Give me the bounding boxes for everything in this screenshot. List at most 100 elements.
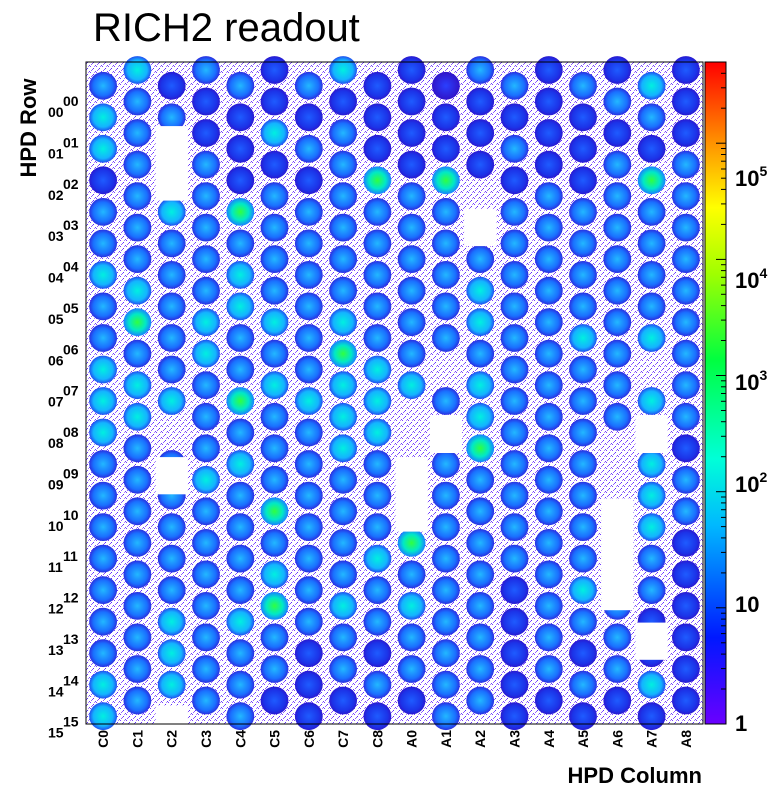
hpd-C7-10	[329, 371, 357, 400]
hpd-A4-7	[534, 276, 563, 305]
hpd-A4-9	[534, 339, 563, 368]
hpd-C0-9	[89, 355, 117, 384]
hpd-C5-9	[260, 339, 289, 368]
hpd-C4-16	[226, 576, 255, 604]
missing-hpd-A6-6	[601, 498, 634, 611]
hpd-C1-4	[123, 182, 152, 211]
hpd-C1-6	[123, 245, 152, 273]
hpd-C0-3	[89, 166, 117, 195]
hpd-A5-3	[569, 166, 597, 195]
missing-hpd-A1-4	[429, 415, 463, 453]
hpd-A6-1	[603, 87, 632, 116]
hpd-C6-14	[294, 513, 323, 541]
z-tick-1e4: 104	[735, 265, 767, 293]
hpd-A8-5	[672, 213, 700, 242]
hpd-C4-8	[226, 324, 255, 352]
y-tick-06-a: 06	[63, 341, 79, 357]
hpd-A3-12	[500, 450, 529, 478]
hpd-A7-10	[637, 387, 666, 415]
y-tick-13-b: 13	[48, 642, 64, 658]
hpd-A1-15	[432, 544, 460, 573]
hpd-A8-14	[672, 497, 700, 526]
hpd-C0-0	[89, 71, 117, 100]
hpd-A4-12	[534, 434, 563, 463]
hpd-C6-5	[294, 229, 323, 258]
y-tick-03-a: 03	[63, 217, 79, 233]
hpd-C8-1	[363, 103, 392, 132]
hpd-A3-10	[500, 387, 529, 415]
x-axis-title: HPD Column	[568, 763, 702, 788]
hpd-A2-13	[466, 465, 495, 494]
hpd-A3-7	[500, 292, 529, 321]
hpd-C0-18	[89, 639, 117, 668]
x-tick-C7: C7	[335, 730, 351, 748]
hpd-C1-15	[123, 529, 152, 557]
hpd-C8-18	[363, 639, 392, 668]
hpd-C3-4	[192, 182, 220, 211]
y-tick-12-b: 12	[48, 601, 64, 617]
hpd-A4-10	[534, 371, 563, 400]
hpd-A4-17	[534, 592, 563, 620]
hpd-A8-20	[672, 686, 700, 715]
hpd-A1-7	[432, 292, 460, 321]
hpd-C3-6	[192, 245, 220, 273]
hpd-A1-10	[432, 387, 460, 415]
hpd-A0-6	[397, 245, 426, 273]
y-tick-00-b: 00	[48, 104, 64, 120]
hpd-C0-7	[89, 292, 117, 321]
y-tick-09-b: 09	[48, 476, 64, 492]
hpd-A7-2	[637, 134, 666, 163]
x-tick-A1: A1	[438, 730, 454, 748]
hpd-C8-6	[363, 261, 392, 289]
hpd-A7-8	[637, 324, 666, 352]
hpd-C6-13	[294, 481, 323, 510]
hpd-C2-18	[157, 639, 186, 668]
hpd-C6-10	[294, 387, 323, 415]
hpd-A2-16	[466, 560, 495, 589]
hpd-C1-14	[123, 497, 152, 526]
hpd-A4-1	[534, 87, 563, 116]
y-tick-14-b: 14	[48, 683, 64, 699]
x-tick-A8: A8	[678, 730, 694, 748]
y-tick-15-b: 15	[48, 725, 64, 741]
hpd-A4-15	[534, 529, 563, 557]
hpd-A5-10	[569, 387, 597, 415]
hpd-A7-13	[637, 481, 666, 510]
hpd-A2-3	[466, 150, 495, 179]
hpd-A2-9	[466, 339, 495, 368]
hpd-C6-15	[294, 544, 323, 573]
hpd-C3-3	[192, 150, 220, 179]
y-tick-00-a: 00	[63, 93, 79, 109]
hpd-A3-13	[500, 481, 529, 510]
hpd-C3-17	[192, 592, 220, 620]
hpd-C5-18	[260, 623, 289, 652]
y-tick-11-a: 11	[63, 548, 78, 564]
hpd-C0-5	[89, 229, 117, 258]
hpd-C7-13	[329, 465, 357, 494]
hpd-A1-17	[432, 607, 460, 636]
hpd-A1-5	[432, 229, 460, 258]
hpd-A8-0	[672, 56, 700, 84]
hpd-A3-18	[500, 639, 529, 668]
x-tick-A5: A5	[575, 730, 591, 748]
hpd-A0-7	[397, 276, 426, 305]
y-tick-15-a: 15	[63, 714, 79, 730]
hpd-A0-1	[397, 87, 426, 116]
hpd-A1-3	[432, 166, 460, 195]
x-tick-A0: A0	[404, 730, 420, 748]
hpd-A1-6	[432, 261, 460, 289]
hpd-A8-17	[672, 592, 700, 620]
hpd-A0-8	[397, 308, 426, 337]
hpd-C1-7	[123, 276, 152, 305]
hpd-C3-20	[192, 686, 220, 715]
hpd-A6-5	[603, 213, 632, 242]
hpd-C2-0	[157, 71, 186, 100]
hpd-A3-2	[500, 134, 529, 163]
hpd-C0-11	[89, 418, 117, 447]
hpd-C4-1	[226, 103, 255, 132]
plot-frame	[85, 61, 704, 725]
hpd-A3-3	[500, 166, 529, 195]
hpd-A0-20	[397, 686, 426, 715]
hpd-A6-11	[603, 402, 632, 431]
hpd-C0-19	[89, 670, 117, 699]
